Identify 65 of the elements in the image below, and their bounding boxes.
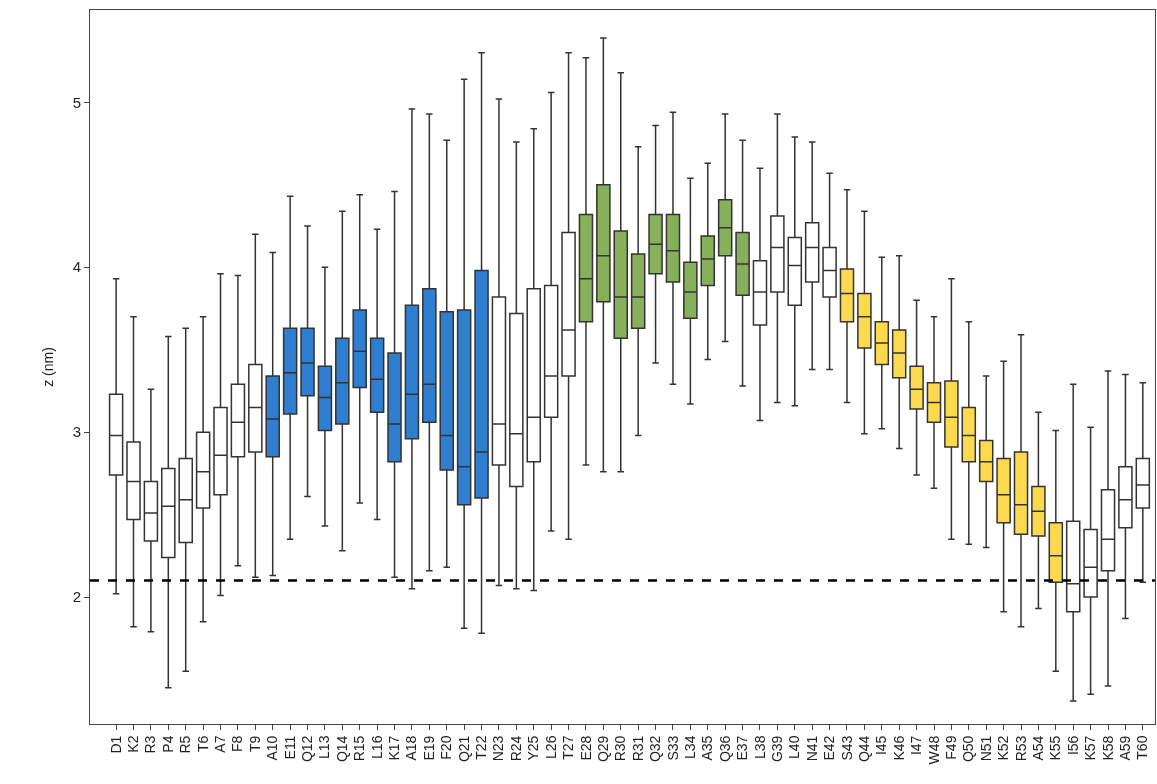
x-tick-label: Q36 [716, 735, 733, 763]
x-tick-label: I56 [1064, 735, 1081, 756]
x-tick-label: Q50 [960, 735, 977, 763]
x-tick-label: I47 [908, 735, 925, 756]
y-axis-title: z (nm) [40, 347, 57, 387]
x-tick-label: R30 [612, 735, 629, 762]
x-tick-label: A18 [403, 735, 420, 761]
x-tick-label: F20 [438, 735, 455, 760]
x-tick-label: L26 [542, 735, 559, 759]
x-tick-label: D1 [107, 735, 124, 754]
x-tick-label: A7 [212, 735, 229, 753]
x-tick-label: L38 [751, 735, 768, 759]
x-tick-label: L16 [368, 735, 385, 759]
x-tick-label: T60 [1134, 735, 1151, 760]
x-tick-label: Y25 [525, 735, 542, 761]
x-tick-label: F49 [942, 735, 959, 760]
y-tick-label: 2 [72, 588, 81, 606]
x-tick-label: R53 [1012, 735, 1029, 762]
x-tick-label: Q44 [855, 735, 872, 763]
y-tick-label: 3 [72, 423, 81, 441]
x-tick-label: F8 [229, 735, 246, 752]
x-tick-label: P4 [159, 735, 176, 753]
x-tick-label: T22 [473, 735, 490, 760]
x-tick-label: W48 [925, 735, 942, 765]
x-tick-label: K57 [1082, 735, 1099, 761]
x-tick-label: K17 [386, 735, 403, 761]
x-tick-label: E28 [577, 735, 594, 761]
x-tick-label: S33 [664, 735, 681, 761]
x-tick-label: Q32 [647, 735, 664, 763]
x-tick-label: S43 [838, 735, 855, 761]
x-tick-label: G39 [768, 735, 785, 763]
x-tick-label: Q12 [299, 735, 316, 763]
x-tick-label: A35 [699, 735, 716, 761]
x-tick-label: E19 [420, 735, 437, 761]
x-tick-label: R3 [142, 735, 159, 754]
x-tick-label: A59 [1116, 735, 1133, 761]
x-tick-label: A10 [264, 735, 281, 761]
x-tick-label: A54 [1029, 735, 1046, 761]
x-tick-label: K55 [1047, 735, 1064, 761]
x-tick-label: Q14 [333, 735, 350, 763]
x-tick-label: R15 [351, 735, 368, 762]
x-tick-label: L34 [681, 735, 698, 759]
x-tick-label: N41 [803, 735, 820, 762]
x-tick-label: I45 [873, 735, 890, 756]
x-tick-label: K2 [125, 735, 142, 753]
x-tick-label: L40 [786, 735, 803, 759]
y-tick-label: 5 [72, 93, 81, 111]
x-tick-label: E11 [281, 735, 298, 760]
x-tick-label: E42 [821, 735, 838, 761]
x-tick-label: T9 [246, 735, 263, 752]
x-tick-label: N23 [490, 735, 507, 762]
y-tick-label: 4 [72, 258, 81, 276]
x-tick-label: Q29 [594, 735, 611, 763]
x-tick-label: E37 [734, 735, 751, 761]
x-tick-label: T27 [560, 735, 577, 760]
x-tick-label: R24 [507, 735, 524, 762]
x-tick-label: L13 [316, 735, 333, 759]
x-tick-label: R31 [629, 735, 646, 762]
x-tick-label: K52 [995, 735, 1012, 761]
x-tick-label: Q21 [455, 735, 472, 763]
x-tick-label: N51 [977, 735, 994, 762]
x-tick-label: K58 [1099, 735, 1116, 761]
x-tick-label: K46 [890, 735, 907, 761]
x-tick-label: R5 [177, 735, 194, 754]
x-tick-label: T6 [194, 735, 211, 752]
